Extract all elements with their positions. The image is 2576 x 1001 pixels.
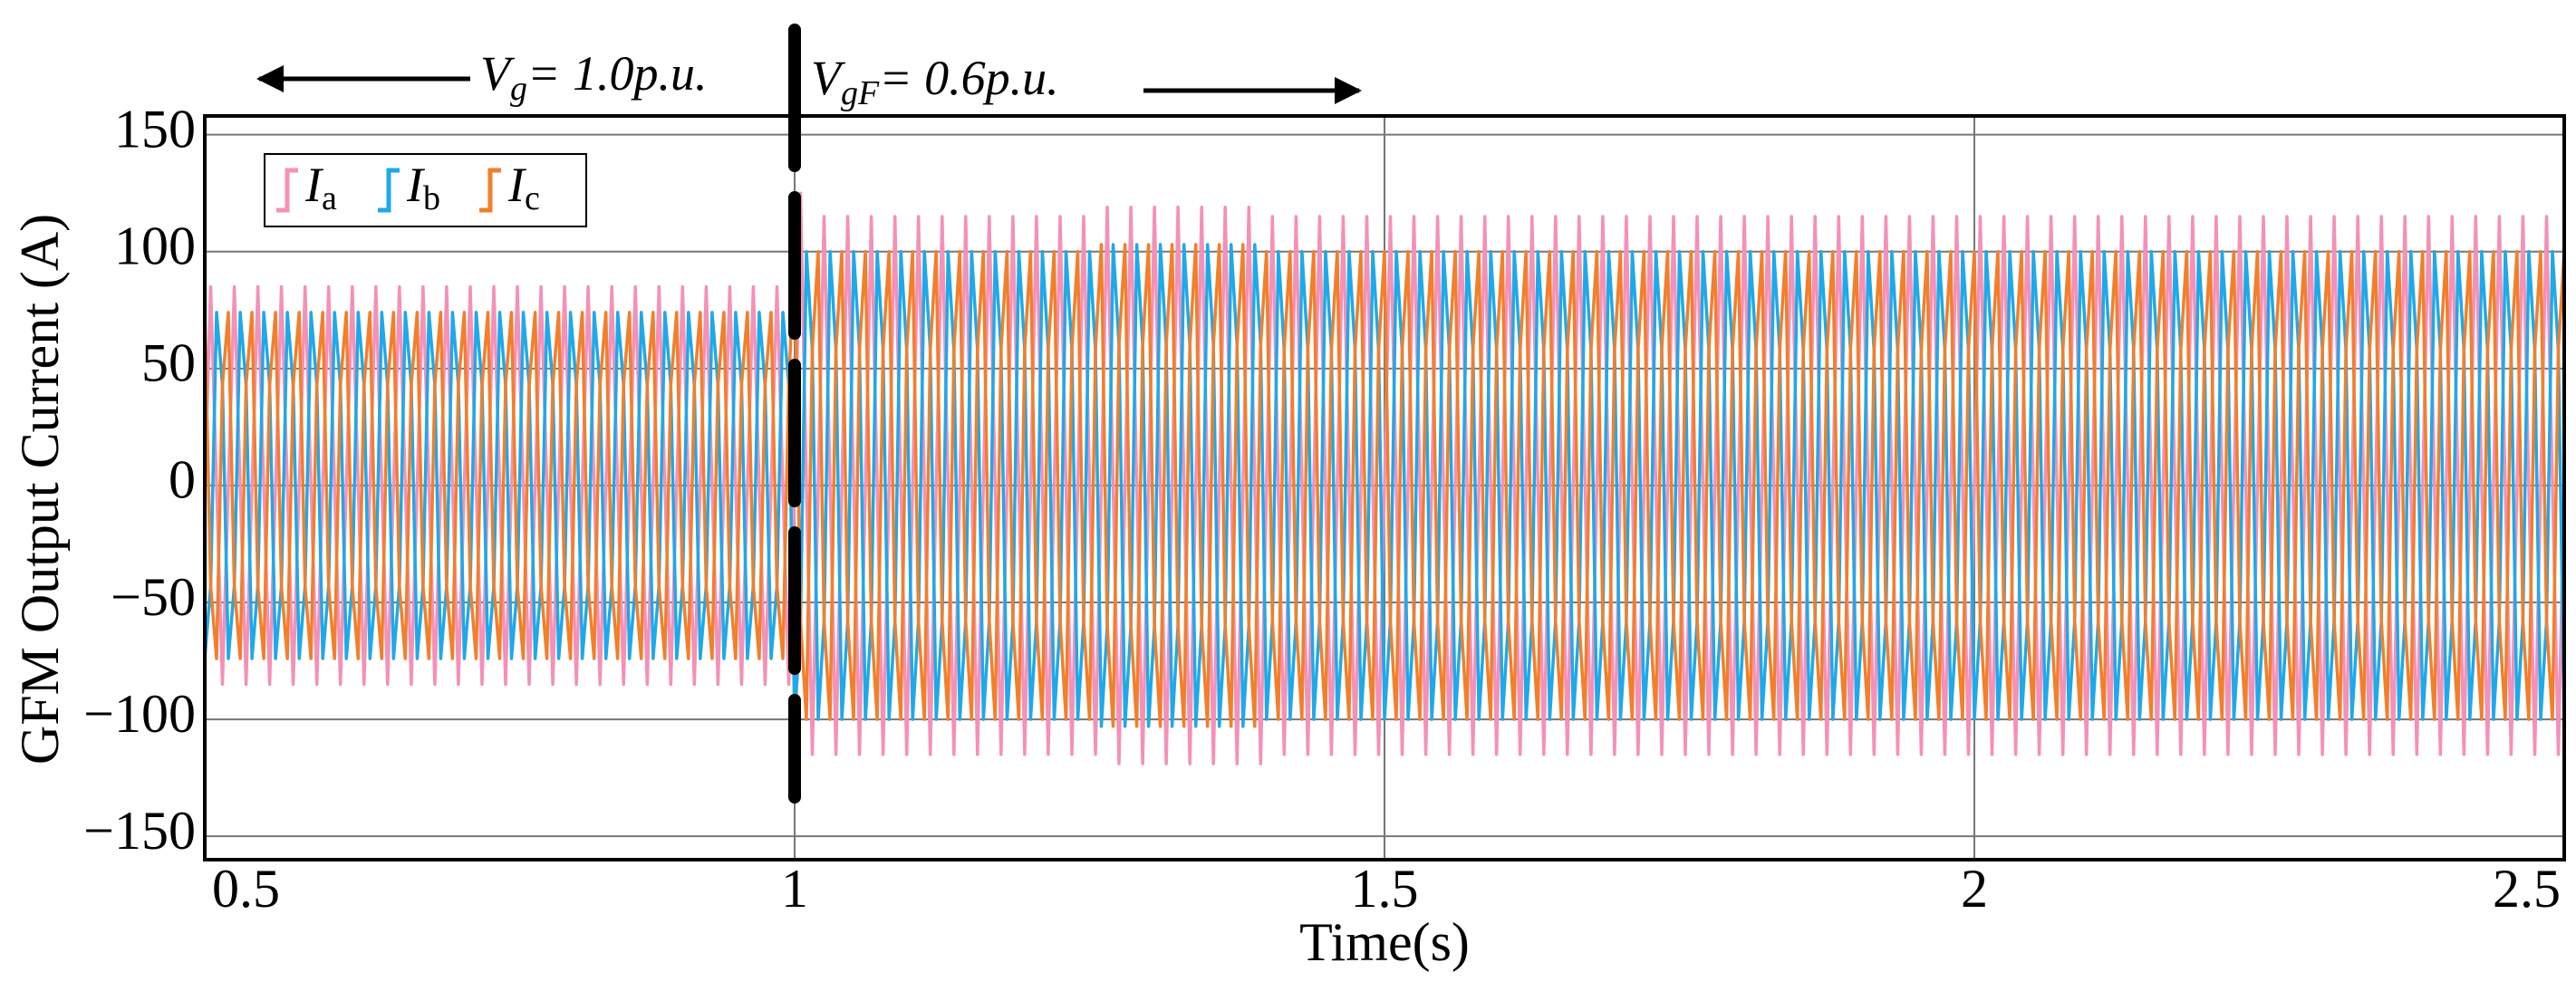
y-tick-label: 150 [114,99,196,159]
annotation-main: V [811,51,846,105]
x-tick-label: 2 [1961,859,1988,919]
series-line [205,243,2564,728]
y-tick-label: −100 [83,684,196,744]
annotation-main: V [480,46,516,101]
legend-main: I [304,158,324,212]
series-line [205,191,2564,765]
annotation: VgF= 0.6p.u. [811,51,1059,111]
legend-main: I [507,158,527,212]
legend-swatch [479,168,501,213]
x-tick-label: 1 [781,859,808,919]
legend-sub: b [423,179,440,217]
legend: Ia Ib Ic [276,158,540,217]
y-tick-label: 0 [169,450,196,510]
ticks: −150 −100 −50 0 50 100 150 0.5 1 1.5 2 2.5 [83,99,2561,918]
annotation-rest: = 1.0p.u. [527,46,707,101]
y-tick-label: −150 [83,801,196,861]
plot-area [205,191,2564,765]
x-axis-label: Time(s) [1299,912,1470,972]
y-tick-label: 50 [141,333,196,393]
legend-label: Ic [507,158,540,217]
annotation: Vg= 1.0p.u. [480,46,707,107]
y-tick-label: −50 [111,567,196,627]
annotation-sub: g [510,70,527,108]
x-tick-label: 2.5 [2493,859,2561,919]
x-tick-label: 1.5 [1351,859,1419,919]
x-tick-label: 0.5 [212,859,280,919]
legend-swatch [276,168,298,213]
y-tick-label: 100 [114,217,196,276]
legend-sub: c [525,179,540,217]
legend-box [264,153,587,227]
series-line [205,243,2564,728]
annotation-rest: = 0.6p.u. [879,51,1058,105]
legend-label: Ia [304,158,337,217]
legend-label: Ib [406,158,440,217]
y-axis-label: GFM Output Current (A) [10,214,70,765]
plot-frame [203,114,2566,861]
legend-sub: a [322,179,337,217]
legend-swatch [378,168,400,213]
legend-main: I [406,158,426,212]
annotation-sub: gF [841,74,880,112]
